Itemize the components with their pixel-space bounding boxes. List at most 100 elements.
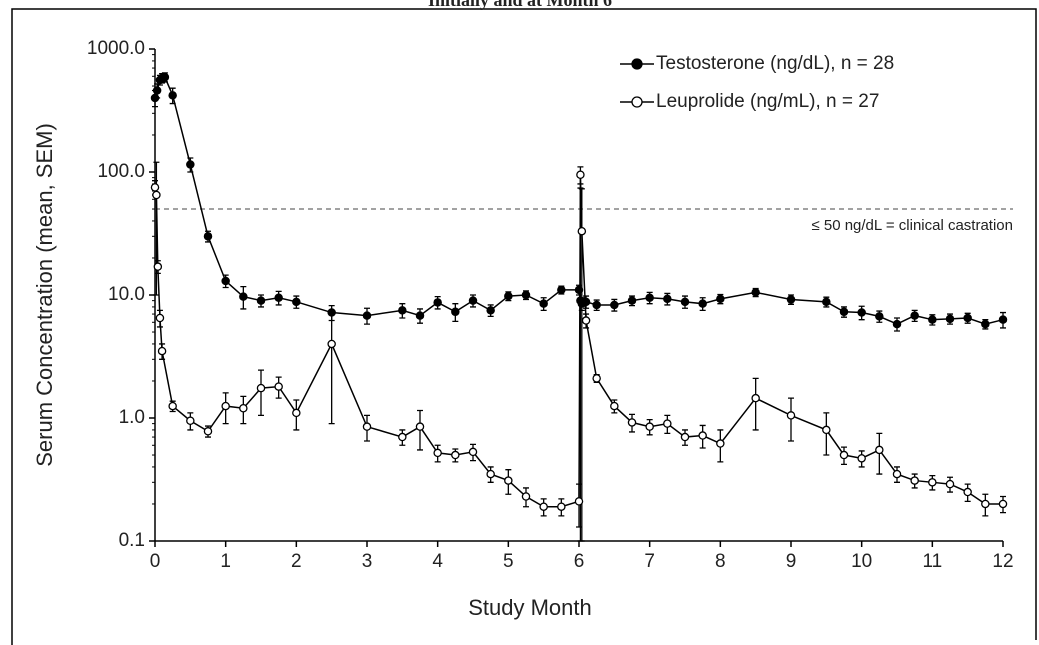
data-point — [574, 285, 584, 295]
data-point — [157, 346, 167, 356]
data-point — [504, 476, 513, 485]
data-point — [186, 160, 195, 169]
x-tick-label: 4 — [432, 551, 443, 572]
data-point — [663, 419, 672, 428]
data-point — [680, 432, 690, 442]
x-tick-label: 12 — [992, 551, 1013, 572]
data-point — [786, 295, 796, 304]
data-point — [486, 469, 495, 479]
data-point — [186, 416, 195, 425]
data-point — [160, 72, 170, 82]
data-point — [256, 296, 266, 305]
data-point — [857, 454, 866, 463]
data-point — [627, 418, 637, 427]
error-bar — [752, 377, 759, 431]
x-tick-label: 3 — [362, 551, 373, 572]
data-point — [822, 297, 831, 307]
data-point — [645, 422, 654, 431]
y-tick-label: 10.0 — [108, 284, 145, 305]
data-point — [415, 311, 425, 320]
y-tick-label: 1.0 — [119, 407, 145, 428]
x-tick-label: 7 — [644, 551, 655, 572]
data-point — [928, 478, 937, 487]
data-point — [592, 300, 601, 310]
data-point — [945, 314, 955, 324]
error-bar — [258, 369, 264, 417]
data-point — [362, 311, 372, 320]
data-point — [581, 316, 591, 325]
data-point — [451, 450, 460, 460]
data-point — [610, 300, 619, 310]
data-point — [945, 479, 955, 489]
legend-label: Leuprolide (ng/mL), n = 27 — [656, 91, 879, 112]
data-point — [451, 307, 460, 317]
data-point — [239, 292, 248, 301]
data-point — [698, 431, 707, 440]
data-point — [152, 190, 161, 200]
frame — [11, 8, 1037, 645]
data-point — [362, 422, 372, 431]
y-tick-label: 0.1 — [119, 530, 145, 551]
data-point — [292, 297, 301, 307]
data-point — [557, 502, 566, 511]
data-point — [981, 319, 990, 329]
data-point — [576, 170, 585, 179]
data-point — [150, 183, 160, 192]
data-point — [327, 339, 336, 349]
legend-marker — [631, 96, 643, 108]
x-tick-label: 9 — [786, 551, 797, 572]
legend-marker — [631, 58, 643, 70]
data-point — [910, 476, 919, 485]
data-point — [716, 439, 725, 448]
data-point — [981, 499, 990, 509]
data-point — [910, 311, 919, 320]
data-point — [521, 492, 531, 501]
x-tick-label: 0 — [150, 551, 161, 572]
legend-label: Testosterone (ng/dL), n = 28 — [656, 53, 894, 74]
data-point — [153, 262, 163, 271]
data-point — [786, 411, 796, 420]
data-point — [645, 293, 654, 302]
data-point — [751, 393, 760, 403]
data-point — [998, 499, 1008, 509]
data-point — [577, 226, 587, 236]
data-point — [398, 432, 407, 442]
data-point — [155, 313, 165, 323]
x-tick-label: 6 — [574, 551, 585, 572]
x-tick-label: 11 — [922, 551, 942, 572]
x-tick-label: 5 — [503, 551, 514, 572]
data-point — [698, 299, 707, 308]
reference-label: ≤ 50 ng/dL = clinical castration — [811, 217, 1013, 234]
data-point — [203, 427, 213, 436]
chart-title: Initially and at Month 6 — [428, 0, 612, 10]
data-point — [892, 319, 902, 329]
y-tick-label: 100.0 — [97, 161, 145, 182]
data-point — [574, 497, 584, 506]
data-point — [521, 290, 531, 300]
data-point — [963, 487, 972, 497]
data-point — [468, 296, 478, 305]
data-point — [433, 298, 442, 307]
data-point — [716, 294, 725, 304]
y-tick-label: 1000.0 — [87, 38, 145, 59]
data-point — [504, 291, 513, 301]
data-point — [822, 425, 831, 435]
data-point — [839, 307, 849, 317]
data-point — [168, 91, 177, 100]
data-point — [963, 313, 972, 323]
data-point — [292, 408, 301, 418]
data-point — [581, 297, 591, 307]
data-point — [592, 374, 601, 383]
data-point — [415, 422, 425, 431]
data-point — [557, 285, 566, 295]
data-point — [274, 382, 283, 391]
data-point — [539, 299, 548, 308]
data-point — [221, 276, 230, 286]
data-point — [627, 296, 637, 305]
data-point — [468, 447, 478, 457]
x-tick-label: 8 — [715, 551, 726, 572]
data-point — [221, 401, 230, 411]
data-point — [610, 401, 619, 411]
data-point — [256, 383, 266, 393]
